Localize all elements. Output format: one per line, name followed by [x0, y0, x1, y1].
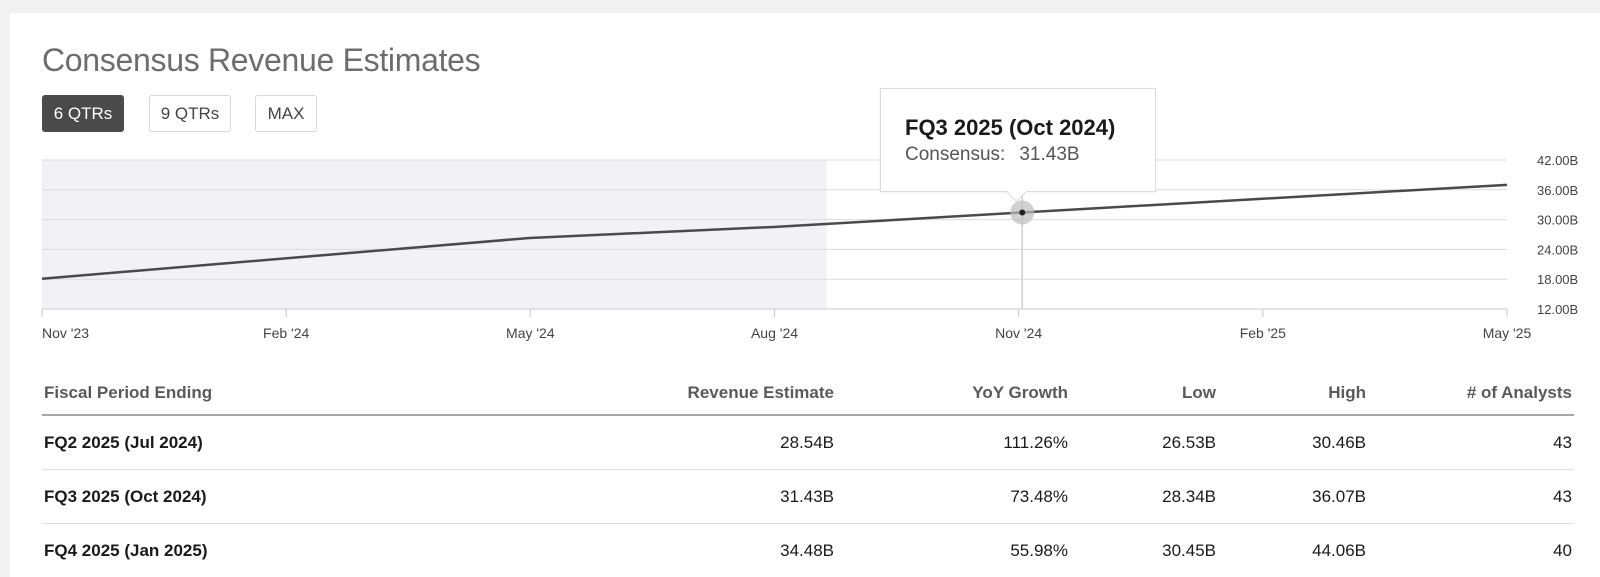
range-max-button[interactable]: MAX	[255, 95, 317, 132]
cell-fiscal-period: FQ4 2025 (Jan 2025)	[44, 540, 208, 560]
cell-high: 36.07B	[1218, 469, 1368, 524]
cell-fiscal-period: FQ3 2025 (Oct 2024)	[42, 469, 342, 524]
revenue-line-chart[interactable]: 42.00B 36.00B 30.00B 24.00B 18.00B 12.00B Nov …	[0, 0, 1600, 360]
x-tick-label: Feb '25	[1240, 325, 1286, 341]
y-tick-label: 12.00B	[1537, 302, 1578, 317]
cell-yoy-growth: 111.26%	[836, 415, 1070, 470]
x-tick-label: Aug '24	[751, 325, 798, 341]
tooltip-label: Consensus:	[905, 144, 1006, 165]
y-tick-label: 24.00B	[1537, 242, 1578, 257]
actual-period-band	[42, 160, 827, 309]
range-9-qtrs-button[interactable]: 9 QTRs	[149, 95, 231, 132]
cell-high: 44.06B	[1312, 540, 1366, 560]
x-tick-label: May '25	[1483, 325, 1532, 341]
cell-revenue-estimate: 28.54B	[342, 415, 836, 470]
cell-revenue-estimate: 34.48B	[780, 540, 834, 560]
x-tick-label: Nov '23	[42, 325, 89, 341]
estimates-table: Fiscal Period Ending Revenue Estimate Yo…	[42, 372, 1574, 577]
table-header-row: Fiscal Period Ending Revenue Estimate Yo…	[42, 372, 1574, 416]
cell-low: 30.45B	[1162, 540, 1216, 560]
table-row: FQ2 2025 (Jul 2024) 28.54B 111.26% 26.53…	[42, 415, 1574, 470]
cell-low: 28.34B	[1070, 469, 1218, 524]
cell-high: 30.46B	[1218, 415, 1368, 470]
x-tick-label: Nov '24	[995, 325, 1042, 341]
section-title: Consensus Revenue Estimates	[42, 42, 481, 78]
tooltip-value: 31.43B	[1019, 144, 1080, 165]
y-tick-label: 18.00B	[1537, 272, 1578, 287]
col-header-yoy-growth[interactable]: YoY Growth	[836, 372, 1070, 416]
table-row: FQ4 2025 (Jan 2025) 34.48B 55.98% 30.45B…	[42, 524, 1574, 577]
hover-point	[1019, 209, 1026, 216]
y-tick-label: 36.00B	[1537, 183, 1578, 198]
col-header-revenue-estimate[interactable]: Revenue Estimate	[342, 372, 836, 416]
cell-low: 26.53B	[1070, 415, 1218, 470]
consensus-series-line	[41, 183, 1508, 280]
range-6-qtrs-button[interactable]: 6 QTRs	[42, 95, 124, 132]
cell-yoy-growth: 55.98%	[1010, 540, 1068, 560]
tooltip-title: FQ3 2025 (Oct 2024)	[905, 115, 1116, 140]
table-row: FQ3 2025 (Oct 2024) 31.43B 73.48% 28.34B…	[42, 469, 1574, 524]
col-header-analysts[interactable]: # of Analysts	[1368, 372, 1574, 416]
tooltip-consensus-row: Consensus: 31.43B	[905, 144, 1080, 166]
y-tick-label: 30.00B	[1537, 213, 1578, 228]
cell-analysts: 40	[1553, 540, 1572, 560]
cell-fiscal-period: FQ2 2025 (Jul 2024)	[42, 415, 342, 470]
col-header-high[interactable]: High	[1218, 372, 1368, 416]
col-header-fiscal-period[interactable]: Fiscal Period Ending	[42, 372, 342, 416]
chart-tooltip: FQ3 2025 (Oct 2024) Consensus: 31.43B	[880, 88, 1156, 192]
x-tick-label: Feb '24	[263, 325, 309, 341]
y-tick-label: 42.00B	[1537, 153, 1578, 168]
cell-revenue-estimate: 31.43B	[342, 469, 836, 524]
cell-analysts: 43	[1368, 469, 1574, 524]
cell-yoy-growth: 73.48%	[836, 469, 1070, 524]
col-header-low[interactable]: Low	[1070, 372, 1218, 416]
cell-analysts: 43	[1368, 415, 1574, 470]
x-tick-label: May '24	[506, 325, 555, 341]
